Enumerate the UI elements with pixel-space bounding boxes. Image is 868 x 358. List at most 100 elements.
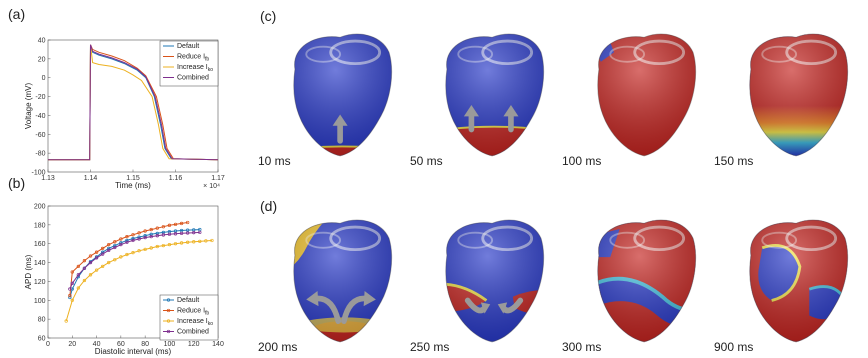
y-tick-label: 60 (38, 336, 46, 343)
series-line (65, 240, 212, 322)
y-tick-label: 140 (34, 260, 46, 267)
heart-surface (597, 34, 696, 156)
data-point (131, 251, 135, 255)
y-tick-label: 120 (34, 279, 46, 286)
data-point (137, 235, 141, 239)
x-tick-label: 1.17 (211, 175, 225, 182)
heart-model-frame (734, 20, 862, 160)
y-tick-label: 200 (34, 204, 46, 211)
data-point (137, 249, 141, 253)
data-point (143, 229, 147, 233)
x-tick-label: 80 (141, 341, 149, 348)
heart-svg (749, 33, 849, 157)
heart-outline (749, 219, 849, 343)
data-point (94, 268, 99, 272)
x-multiplier: × 10⁴ (203, 183, 220, 190)
panel-label-c: (c) (260, 8, 277, 24)
data-point (64, 319, 68, 323)
surface-shading (749, 220, 848, 342)
frame-time-label: 200 ms (258, 340, 298, 354)
series-line (69, 231, 200, 290)
data-point (76, 286, 81, 290)
data-point (125, 234, 129, 239)
data-point (198, 230, 202, 235)
y-tick-label: 100 (34, 298, 46, 305)
data-point (185, 240, 190, 244)
data-point (88, 260, 93, 265)
heart-svg (597, 219, 697, 343)
y-axis-label: Voltage (mV) (24, 83, 33, 130)
legend-box (159, 40, 219, 87)
arrowhead-icon (363, 291, 376, 307)
data-point (198, 239, 202, 244)
data-point (100, 264, 105, 268)
data-point (179, 241, 184, 245)
data-point (179, 221, 184, 226)
data-point (155, 244, 159, 249)
panel-label-d: (d) (260, 198, 278, 214)
heart-model-frame (430, 20, 558, 160)
x-axis-label: Diastolic interval (ms) (95, 347, 172, 356)
legend-entry: Default (177, 43, 199, 50)
data-point (143, 234, 147, 238)
legend-marker (166, 308, 171, 313)
x-tick-label: 1.13 (41, 175, 55, 182)
data-point (100, 252, 105, 256)
heart-svg (597, 33, 697, 157)
data-point (149, 234, 153, 239)
data-point (204, 239, 208, 243)
surface-shading (445, 34, 544, 156)
data-point (68, 287, 72, 291)
data-point (179, 231, 184, 235)
data-point (161, 243, 166, 248)
heart-outline (597, 33, 697, 157)
data-point (100, 246, 105, 251)
data-point (185, 231, 190, 235)
heart-surface (293, 220, 392, 342)
data-point (192, 240, 196, 244)
data-point (173, 232, 178, 236)
data-point (68, 295, 72, 300)
legend-marker (166, 298, 171, 302)
data-point (94, 256, 99, 260)
data-point (119, 237, 123, 241)
data-point (125, 252, 129, 257)
data-point (119, 241, 123, 245)
surface-shading (597, 220, 696, 342)
x-tick-label: 60 (117, 341, 125, 348)
data-point (82, 266, 87, 270)
x-axis-label: Time (ms) (115, 181, 151, 190)
data-point (76, 264, 81, 268)
data-point (173, 242, 178, 246)
legend-entry: Reduce Ifb (177, 308, 209, 317)
y-tick-label: 20 (38, 56, 46, 63)
data-point (161, 233, 166, 237)
data-point (131, 233, 135, 237)
data-point (113, 243, 117, 248)
data-point (119, 243, 123, 247)
heart-model-frame (582, 206, 710, 346)
arrow-icon (312, 295, 342, 324)
heart-svg (749, 219, 849, 343)
data-point (70, 270, 74, 274)
heart-surface (445, 220, 544, 342)
series-line (69, 222, 188, 296)
y-tick-label: -40 (35, 113, 45, 120)
x-tick-label: 140 (212, 341, 224, 348)
series-line (48, 44, 219, 161)
arrowhead-icon (497, 302, 508, 314)
data-point (82, 278, 87, 283)
heart-outline (749, 33, 849, 157)
arrowhead-icon (503, 105, 519, 117)
frame-time-label: 250 ms (410, 340, 450, 354)
data-point (167, 232, 172, 236)
data-point (161, 225, 166, 229)
data-point (113, 245, 117, 250)
x-tick-label: 1.16 (169, 175, 183, 182)
panel-label-a: (a) (8, 6, 26, 22)
heart-svg (445, 33, 545, 157)
arrowhead-icon (480, 302, 491, 314)
heart-surface (749, 34, 848, 156)
data-point (88, 273, 93, 277)
data-point (185, 220, 190, 225)
